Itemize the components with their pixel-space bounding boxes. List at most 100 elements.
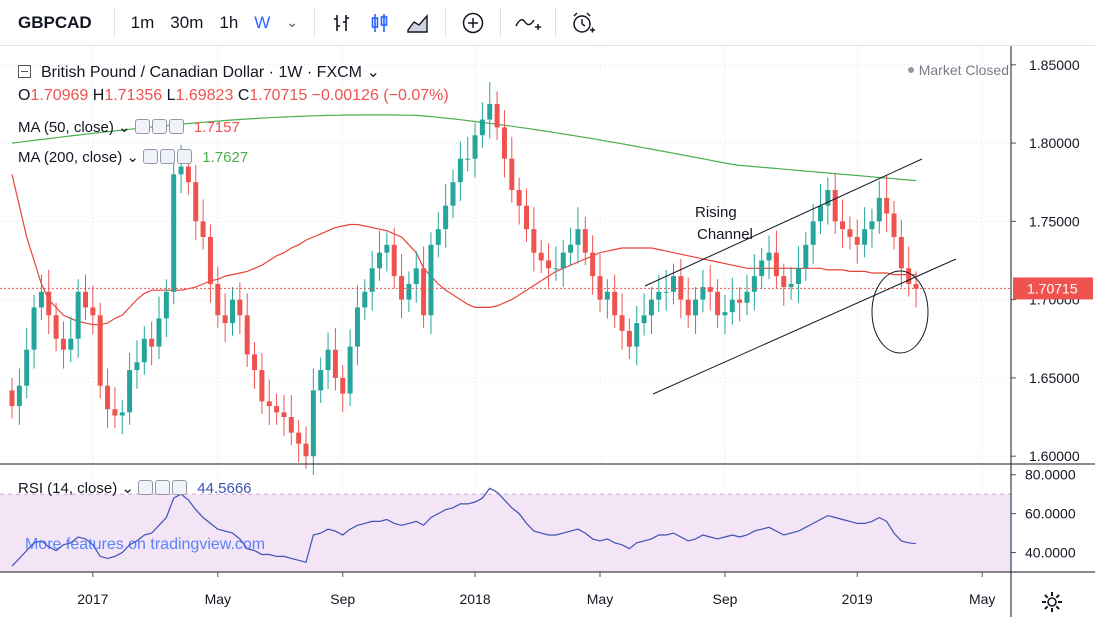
interval-1h-button[interactable]: 1h	[219, 12, 239, 32]
candle-body	[773, 252, 779, 277]
interval-30m-button[interactable]: 30m	[170, 12, 204, 32]
ohlc-close: 1.70715	[249, 87, 308, 104]
candle-body	[31, 307, 37, 350]
rsi-value: 44.5666	[197, 480, 252, 497]
alert-clock-icon[interactable]	[564, 4, 602, 42]
interval-w-button[interactable]: W	[254, 12, 271, 32]
candle-body	[215, 283, 221, 316]
candle-body	[737, 299, 743, 303]
candle-body	[237, 299, 243, 316]
candle-body	[847, 229, 853, 237]
price-chart[interactable]: 1.850001.800001.750001.700001.650001.600…	[0, 46, 1095, 617]
visibility-icon[interactable]	[138, 480, 154, 495]
close-icon[interactable]	[172, 480, 188, 495]
candle-body	[671, 276, 676, 292]
candle-body	[560, 252, 566, 269]
indicators-icon[interactable]	[509, 4, 547, 42]
candle-body	[185, 166, 191, 183]
candle-body	[259, 370, 265, 402]
chevron-down-icon[interactable]: ⌄	[113, 119, 135, 136]
candle-body	[413, 268, 419, 284]
bar-chart-icon[interactable]	[323, 4, 361, 42]
candle-body	[141, 338, 147, 363]
candle-body	[156, 318, 162, 347]
y-tick-label: 1.65000	[1029, 370, 1080, 386]
ohlc-high-label: H	[92, 87, 105, 104]
candle-body	[288, 417, 294, 433]
visibility-icon[interactable]	[134, 119, 150, 134]
x-tick-label: May	[205, 591, 231, 607]
candle-body	[105, 385, 111, 410]
candle-body	[818, 205, 823, 222]
close-icon[interactable]	[177, 149, 193, 164]
chevron-down-icon[interactable]: ⌄	[286, 14, 299, 30]
candle-body	[582, 229, 588, 253]
candle-body	[83, 291, 88, 308]
candle-body	[296, 432, 302, 444]
rsi-band	[0, 494, 1011, 572]
rsi-legend[interactable]: RSI (14, close) ⌄ 44.5666	[18, 479, 252, 497]
gear-icon[interactable]	[1040, 590, 1064, 614]
candle-body	[898, 236, 904, 269]
rsi-tick-label: 40.0000	[1025, 545, 1076, 561]
candle-body	[568, 244, 574, 253]
candle-body	[862, 229, 868, 245]
candle-body	[24, 349, 30, 386]
rsi-line	[11, 487, 917, 567]
ohlc-open: 1.70969	[30, 87, 89, 104]
watermark-link[interactable]: More features on tradingview.com	[25, 536, 266, 553]
settings-icon[interactable]	[155, 480, 171, 495]
candle-body	[406, 283, 412, 300]
ma50-legend[interactable]: MA (50, close) ⌄ 1.7157	[18, 118, 240, 136]
close-icon[interactable]	[168, 119, 184, 134]
candle-body	[112, 409, 118, 416]
ma200-label: MA (200, close)	[18, 149, 123, 166]
chevron-down-icon[interactable]: ⌄	[362, 64, 380, 81]
chart-title[interactable]: British Pound / Canadian Dollar · 1W · F…	[41, 64, 362, 81]
visibility-icon[interactable]	[143, 149, 159, 164]
settings-icon[interactable]	[160, 149, 176, 164]
market-status-text: Market Closed	[918, 62, 1009, 78]
y-tick-label: 1.85000	[1029, 57, 1080, 73]
add-compare-icon[interactable]	[454, 4, 492, 42]
ohlc-high: 1.71356	[104, 87, 163, 104]
collapse-legend-icon[interactable]	[18, 65, 31, 78]
y-tick-label: 1.80000	[1029, 135, 1080, 151]
candle-body	[68, 338, 74, 350]
ohlc-low-label: L	[166, 87, 176, 104]
candle-body	[479, 119, 485, 136]
candle-body	[391, 244, 397, 277]
ma50-value: 1.7157	[193, 119, 240, 136]
candle-body	[597, 276, 603, 300]
candle-body	[369, 268, 375, 292]
settings-icon[interactable]	[151, 119, 167, 134]
ma200-legend[interactable]: MA (200, close) ⌄ 1.7627	[18, 148, 248, 166]
area-chart-icon[interactable]	[399, 4, 437, 42]
chevron-down-icon[interactable]: ⌄	[122, 149, 144, 166]
interval-1m-button[interactable]: 1m	[130, 12, 155, 32]
candle-body	[149, 338, 155, 347]
annotation-rising: Rising	[695, 204, 737, 221]
candles-icon[interactable]	[361, 4, 399, 42]
candle-body	[531, 229, 537, 253]
y-tick-label: 1.75000	[1029, 213, 1080, 229]
channel-lower-line	[652, 258, 957, 395]
symbol-search-button[interactable]: GBPCAD	[18, 12, 92, 32]
candle-body	[825, 190, 831, 206]
candle-body	[663, 291, 669, 293]
candle-body	[60, 338, 66, 350]
candle-body	[332, 349, 338, 378]
ohlc-open-label: O	[18, 87, 31, 104]
candle-body	[38, 291, 44, 308]
price-pane	[0, 46, 1011, 464]
annotation-channel: Channel	[697, 226, 753, 243]
chevron-down-icon[interactable]: ⌄	[117, 480, 139, 497]
candle-body	[641, 315, 647, 324]
candle-body	[656, 291, 662, 300]
candle-body	[9, 390, 15, 407]
candle-body	[759, 260, 765, 277]
candle-body	[207, 236, 213, 284]
candle-body	[443, 205, 449, 230]
candle-body	[244, 315, 250, 355]
